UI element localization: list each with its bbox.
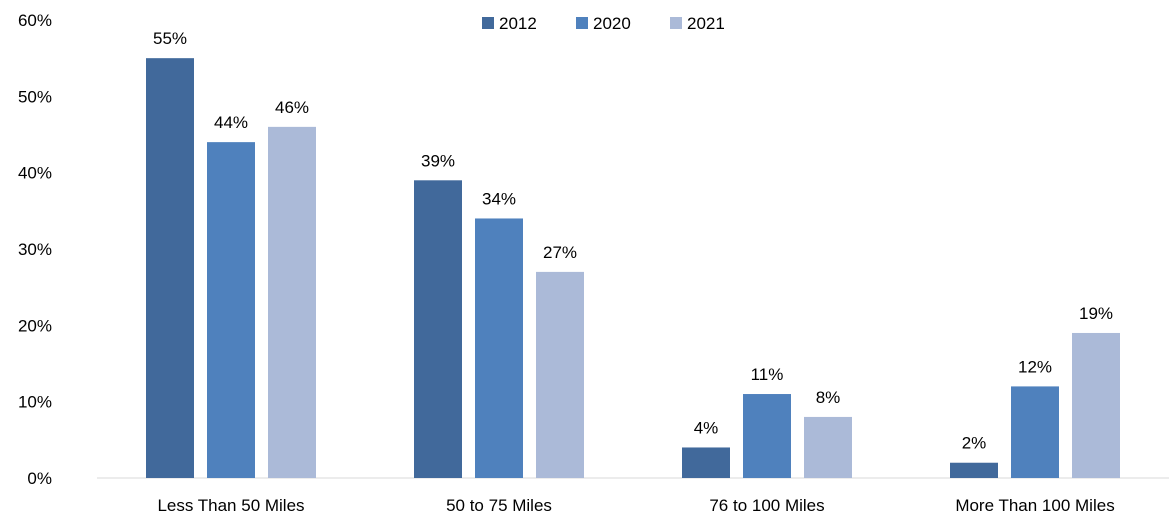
y-tick-label: 40% [18, 164, 52, 183]
bar-2021 [536, 271, 584, 478]
data-label: 19% [1079, 304, 1113, 323]
data-label: 27% [543, 243, 577, 262]
bar-2021 [804, 416, 852, 478]
data-label: 34% [482, 189, 516, 208]
y-tick-label: 60% [18, 11, 52, 30]
bar-2020 [1011, 386, 1059, 478]
x-tick-label: More Than 100 Miles [955, 496, 1114, 515]
y-tick-label: 30% [18, 240, 52, 259]
legend: 2012 2020 2021 [482, 14, 725, 33]
bar-2012 [146, 58, 194, 479]
data-label: 39% [421, 151, 455, 170]
x-axis: Less Than 50 Miles 50 to 75 Miles 76 to 10… [97, 477, 1169, 515]
legend-swatch-2021 [670, 17, 682, 29]
data-label: 2% [962, 434, 987, 453]
x-tick-label: 50 to 75 Miles [446, 496, 552, 515]
bar-2020 [743, 394, 791, 478]
data-label: 8% [816, 388, 841, 407]
bar-2020 [207, 142, 255, 478]
x-tick-label: 76 to 100 Miles [709, 496, 824, 515]
data-label: 55% [153, 29, 187, 48]
x-tick-label: Less Than 50 Miles [157, 496, 304, 515]
data-label: 44% [214, 113, 248, 132]
legend-label: 2020 [593, 14, 631, 33]
y-tick-label: 20% [18, 316, 52, 335]
legend-swatch-2012 [482, 17, 494, 29]
bar-2021 [1072, 332, 1120, 478]
bar-2021 [268, 126, 316, 478]
data-label: 11% [751, 365, 784, 384]
y-axis: 0% 10% 20% 30% 40% 50% 60% [18, 11, 52, 488]
bar-2012 [950, 462, 998, 478]
bar-2012 [414, 180, 462, 479]
legend-label: 2012 [499, 14, 537, 33]
bars-group: 55% 44% 46% 39% 34% 27% 4% 11% 8% 2% 12% 19% [146, 29, 1120, 479]
legend-swatch-2020 [576, 17, 588, 29]
y-tick-label: 0% [27, 469, 52, 488]
data-label: 46% [275, 98, 309, 117]
data-label: 4% [694, 418, 719, 437]
y-tick-label: 50% [18, 87, 52, 106]
bar-2020 [475, 218, 523, 478]
y-tick-label: 10% [18, 393, 52, 412]
bar-2012 [682, 447, 730, 478]
data-label: 12% [1018, 357, 1052, 376]
legend-label: 2021 [687, 14, 725, 33]
